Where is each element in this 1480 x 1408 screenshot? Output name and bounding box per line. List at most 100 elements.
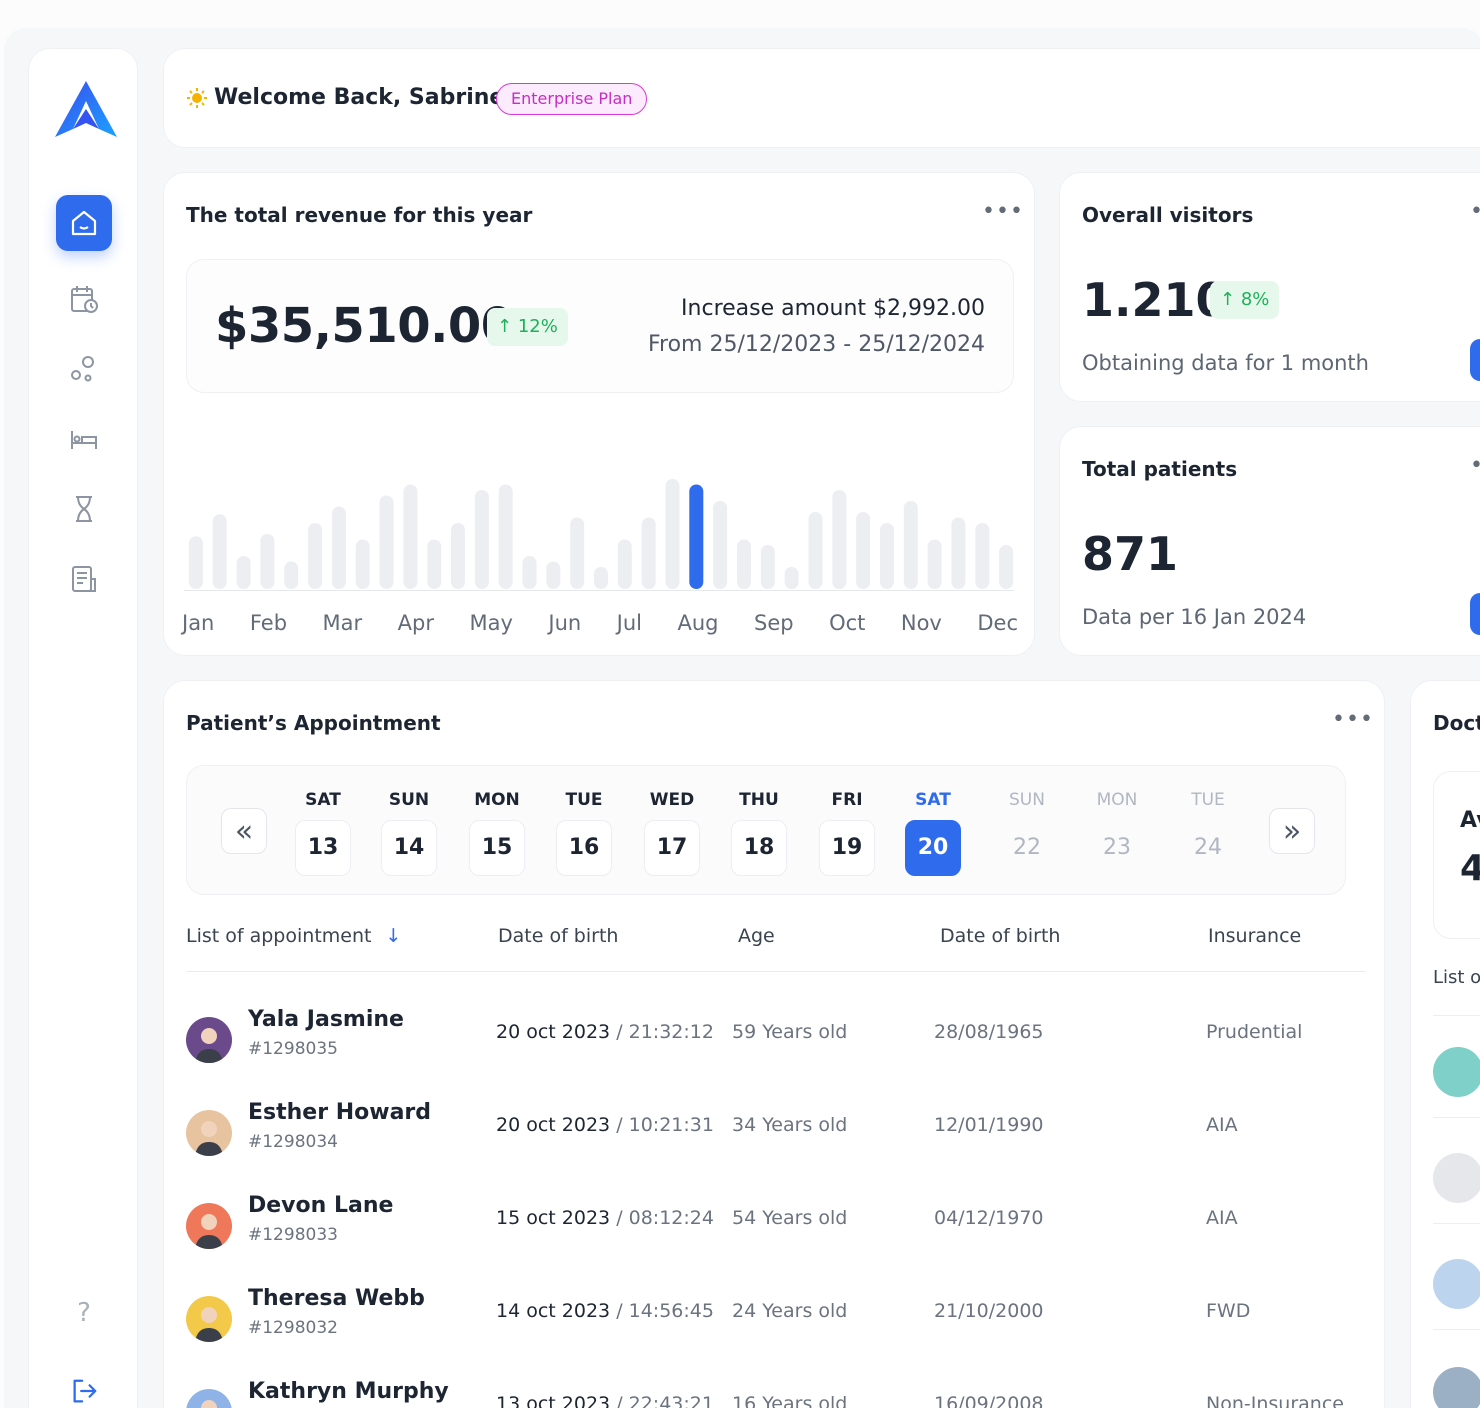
patients-action-button[interactable] [1470,593,1480,635]
bar[interactable] [379,495,394,590]
more-icon[interactable]: ••• [1332,707,1374,732]
day-13[interactable]: SAT 13 [295,790,351,876]
bar[interactable] [903,501,918,589]
bar[interactable] [260,534,275,589]
nav-home[interactable] [56,195,112,251]
day-name: SUN [388,790,430,810]
bar[interactable] [403,484,418,590]
col-insurance[interactable]: Insurance [1208,925,1302,947]
bar[interactable] [927,539,942,590]
table-row[interactable]: Devon Lane #1298033 15 oct 2023 / 08:12:24… [186,1187,1366,1280]
bar[interactable] [713,501,728,589]
day-name: FRI [831,790,863,810]
prev-week-button[interactable]: « [221,808,267,854]
day-22[interactable]: SUN 22 [999,790,1055,876]
table-row[interactable]: Esther Howard #1298034 20 oct 2023 / 10:21… [186,1094,1366,1187]
bar[interactable] [308,523,323,589]
more-icon[interactable]: • [1470,201,1480,223]
nav-appointments[interactable] [56,271,112,327]
day-date: 14 [381,820,437,876]
nav-rooms[interactable] [56,411,112,467]
bar[interactable] [522,556,537,589]
doctor-summary: Av 4 [1433,771,1480,939]
bar[interactable] [951,517,966,590]
day-17[interactable]: WED 17 [644,790,700,876]
appointment-date: 20 oct 2023 [496,1114,611,1136]
bar[interactable] [212,514,227,589]
bar[interactable] [879,523,894,589]
day-date: 20 [905,820,961,876]
doctor-avatar[interactable] [1433,1047,1480,1097]
bar[interactable] [427,539,442,590]
table-divider [186,971,1366,972]
logout-button[interactable] [56,1367,112,1408]
nav-patients[interactable] [56,341,112,397]
bar[interactable] [999,545,1014,589]
col-age[interactable]: Age [738,925,775,947]
appointment-datetime: 20 oct 2023 / 10:21:31 [496,1114,714,1136]
home-icon [71,210,97,236]
col-date-of-birth-2[interactable]: Date of birth [940,925,1061,947]
bar[interactable] [498,484,513,590]
patients-card: Total patients • 871 Data per 16 Jan 202… [1059,426,1480,656]
bar[interactable] [808,512,823,589]
bed-icon [71,431,97,449]
bar[interactable] [856,512,871,589]
col-date-of-birth[interactable]: Date of birth [498,925,619,947]
plan-badge[interactable]: Enterprise Plan [496,83,648,115]
bar[interactable] [546,561,561,590]
revenue-change-badge: ↑ 12% [487,308,568,346]
day-23[interactable]: MON 23 [1089,790,1145,876]
bar[interactable] [236,556,251,589]
day-20[interactable]: SAT 20 [905,790,961,876]
day-16[interactable]: TUE 16 [556,790,612,876]
day-24[interactable]: TUE 24 [1180,790,1236,876]
appointment-time: / 22:43:21 [616,1393,714,1408]
divider [1433,1329,1480,1330]
bar[interactable] [975,523,990,589]
month-label: Jul [616,611,643,635]
nav-schedule[interactable] [56,481,112,537]
date-picker: « » SAT 13 SUN 14 MON 15 TUE 16 WED 17 THU 18 FRI 19 S… [186,765,1346,895]
bar[interactable] [617,539,632,590]
hourglass-icon [76,496,92,522]
day-15[interactable]: MON 15 [469,790,525,876]
day-18[interactable]: THU 18 [731,790,787,876]
table-row[interactable]: Yala Jasmine #1298035 20 oct 2023 / 21:32:… [186,1001,1366,1094]
bar[interactable] [760,545,775,589]
bar[interactable] [832,490,847,589]
bar[interactable] [737,539,751,590]
bar[interactable] [188,536,203,589]
day-14[interactable]: SUN 14 [381,790,437,876]
nav-reports[interactable] [56,551,112,607]
visitors-action-button[interactable] [1470,339,1480,381]
bar[interactable] [594,567,608,589]
bar[interactable] [784,567,799,589]
doctor-avatar[interactable] [1433,1259,1480,1309]
bar[interactable] [665,479,680,589]
more-icon[interactable]: • [1470,455,1480,477]
bar[interactable] [641,517,656,590]
help-icon[interactable]: ? [77,1298,91,1328]
bar[interactable] [355,539,370,590]
more-icon[interactable]: ••• [982,199,1024,224]
sort-down-icon[interactable]: ↓ [385,925,402,947]
col-appointment[interactable]: List of appointment ↓ [186,925,401,947]
bar[interactable] [284,561,299,590]
patient-dob: 28/08/1965 [934,1021,1044,1043]
doctor-avatar[interactable] [1433,1367,1480,1408]
doctor-avatar[interactable] [1433,1153,1480,1203]
bar[interactable] [474,490,489,589]
day-19[interactable]: FRI 19 [819,790,875,876]
patients-title: Total patients [1082,457,1238,481]
bar-highlight[interactable] [689,484,704,590]
patient-name: Esther Howard [248,1100,432,1125]
bar[interactable] [451,523,465,589]
bar[interactable] [570,517,585,590]
table-row[interactable]: Theresa Webb #1298032 14 oct 2023 / 14:56:… [186,1280,1366,1373]
bar[interactable] [331,506,346,590]
next-week-button[interactable]: » [1269,808,1315,854]
avatar [186,1110,232,1156]
table-row[interactable]: Kathryn Murphy 13 oct 2023 / 22:43:21 16 Y… [186,1373,1366,1408]
logout-icon [73,1379,97,1403]
